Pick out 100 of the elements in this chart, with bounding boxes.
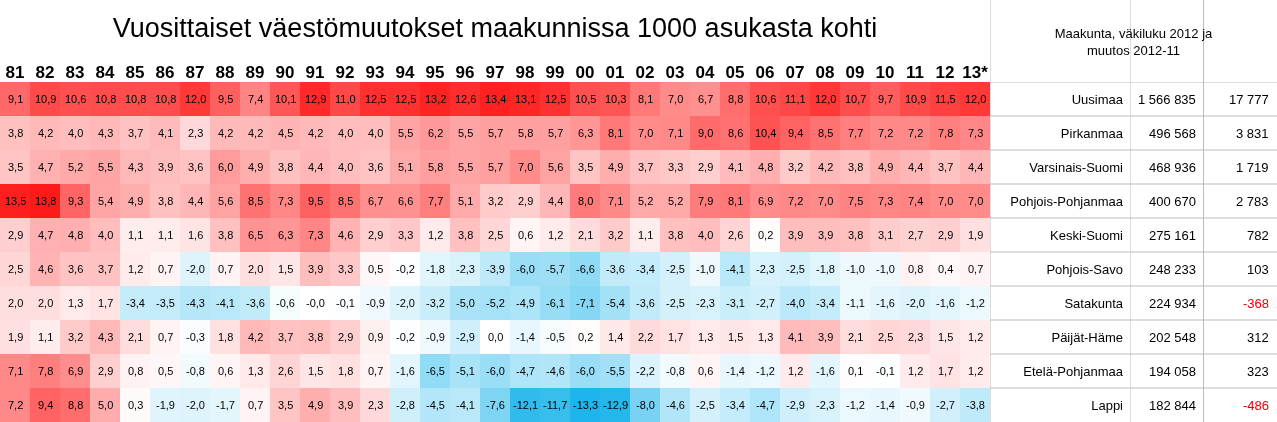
data-label: 5,7 bbox=[488, 127, 504, 139]
data-label: 4,4 bbox=[188, 195, 204, 207]
data-label: 13,1 bbox=[515, 93, 537, 105]
data-label: 10,9 bbox=[35, 93, 57, 105]
data-label: 248 233 bbox=[1149, 262, 1196, 277]
data-label: 9,5 bbox=[308, 195, 324, 207]
data-label: 8,1 bbox=[728, 195, 744, 207]
data-label: 10,7 bbox=[845, 93, 867, 105]
data-label: -7,6 bbox=[486, 399, 505, 411]
data-label: 4,1 bbox=[788, 331, 804, 343]
x-tick-label: 11 bbox=[906, 62, 924, 82]
data-label: 1,1 bbox=[38, 331, 54, 343]
data-label: -12,1 bbox=[513, 399, 539, 411]
data-label: 3,1 bbox=[878, 229, 894, 241]
data-label: 1,5 bbox=[308, 365, 324, 377]
data-label: 6,5 bbox=[248, 229, 264, 241]
data-label: 7,2 bbox=[878, 127, 894, 139]
data-label: 0,2 bbox=[758, 229, 774, 241]
data-label: 3,7 bbox=[938, 161, 954, 173]
data-label: -0,9 bbox=[426, 331, 445, 343]
data-label: 1,3 bbox=[698, 331, 714, 343]
data-label: 7,0 bbox=[668, 93, 684, 105]
data-label: 0,3 bbox=[128, 399, 144, 411]
data-label: -2,3 bbox=[816, 399, 835, 411]
data-label: 1,9 bbox=[8, 331, 24, 343]
data-label: 3,2 bbox=[788, 161, 804, 173]
data-label: 2,0 bbox=[8, 297, 24, 309]
x-tick-label: 87 bbox=[185, 62, 205, 82]
data-label: 194 058 bbox=[1149, 364, 1196, 379]
data-label: -1,4 bbox=[876, 399, 895, 411]
data-label: 4,2 bbox=[818, 161, 834, 173]
data-label: 12,5 bbox=[395, 93, 417, 105]
data-label: 6,3 bbox=[578, 127, 594, 139]
x-tick-label: 90 bbox=[275, 62, 295, 82]
data-label: 3,7 bbox=[278, 331, 294, 343]
data-label: -2,5 bbox=[666, 263, 685, 275]
data-label: 3,8 bbox=[158, 195, 174, 207]
data-label: -8,0 bbox=[636, 399, 655, 411]
data-label: 1,2 bbox=[128, 263, 144, 275]
data-label: 7,1 bbox=[608, 195, 624, 207]
data-label: 5,7 bbox=[548, 127, 564, 139]
x-tick-label: 83 bbox=[65, 62, 85, 82]
data-label: -1,1 bbox=[846, 297, 865, 309]
data-label: 0,0 bbox=[488, 331, 504, 343]
data-label: -6,0 bbox=[576, 365, 595, 377]
data-label: -1,6 bbox=[816, 365, 835, 377]
data-label: -0,1 bbox=[876, 365, 895, 377]
data-label: -2,8 bbox=[396, 399, 415, 411]
data-label: 2 783 bbox=[1236, 194, 1269, 209]
data-label: 8,6 bbox=[728, 127, 744, 139]
y-tick-label: Etelä-Pohjanmaa bbox=[1023, 363, 1124, 379]
data-label: 0,7 bbox=[158, 331, 174, 343]
data-label: -1,7 bbox=[216, 399, 235, 411]
data-label: 8,1 bbox=[638, 93, 654, 105]
data-label: 0,4 bbox=[938, 263, 954, 275]
data-label: 3,8 bbox=[848, 161, 864, 173]
data-label: -3,1 bbox=[726, 297, 745, 309]
data-label: 3,9 bbox=[158, 161, 174, 173]
data-label: 4,5 bbox=[278, 127, 294, 139]
data-label: 8,8 bbox=[68, 399, 84, 411]
data-label: -3,8 bbox=[966, 399, 985, 411]
data-label: 2,1 bbox=[848, 331, 864, 343]
data-label: 2,5 bbox=[8, 263, 24, 275]
data-label: 3,8 bbox=[218, 229, 234, 241]
data-label: 6,0 bbox=[218, 161, 234, 173]
x-tick-label: 04 bbox=[695, 62, 715, 82]
data-label: 0,6 bbox=[518, 229, 534, 241]
data-label: 3,6 bbox=[68, 263, 84, 275]
data-label: 3,3 bbox=[668, 161, 684, 173]
data-label: -5,4 bbox=[606, 297, 625, 309]
data-label: -3,4 bbox=[126, 297, 145, 309]
data-label: 9,5 bbox=[218, 93, 234, 105]
data-label: 12,0 bbox=[185, 93, 207, 105]
data-label: 10,3 bbox=[605, 93, 627, 105]
data-label: -1,2 bbox=[756, 365, 775, 377]
data-label: -1,6 bbox=[876, 297, 895, 309]
data-label: 4,9 bbox=[608, 161, 624, 173]
data-label: -0,8 bbox=[666, 365, 685, 377]
data-label: 4,3 bbox=[128, 161, 144, 173]
data-label: 2,0 bbox=[248, 263, 264, 275]
data-label: 4,4 bbox=[908, 161, 924, 173]
data-label: 7,1 bbox=[8, 365, 24, 377]
data-label: 2,1 bbox=[578, 229, 594, 241]
data-label: 8,5 bbox=[818, 127, 834, 139]
data-label: 103 bbox=[1247, 262, 1269, 277]
data-label: 10,4 bbox=[755, 127, 777, 139]
data-label: 7,8 bbox=[938, 127, 954, 139]
data-label: 312 bbox=[1247, 330, 1269, 345]
data-label: 5,6 bbox=[548, 161, 564, 173]
data-label: 5,5 bbox=[398, 127, 414, 139]
data-label: 2,9 bbox=[938, 229, 954, 241]
data-label: 4,8 bbox=[758, 161, 774, 173]
data-label: 4,2 bbox=[218, 127, 234, 139]
data-label: 1,3 bbox=[248, 365, 264, 377]
x-tick-label: 89 bbox=[245, 62, 265, 82]
data-label: -4,6 bbox=[546, 365, 565, 377]
data-label: -4,1 bbox=[456, 399, 475, 411]
y-tick-label: Varsinais-Suomi bbox=[1029, 159, 1124, 175]
data-label: 2,3 bbox=[368, 399, 384, 411]
chart-title: Maakunta, väkiluku 2012 ja muutos 2012-11 bbox=[1054, 26, 1214, 58]
